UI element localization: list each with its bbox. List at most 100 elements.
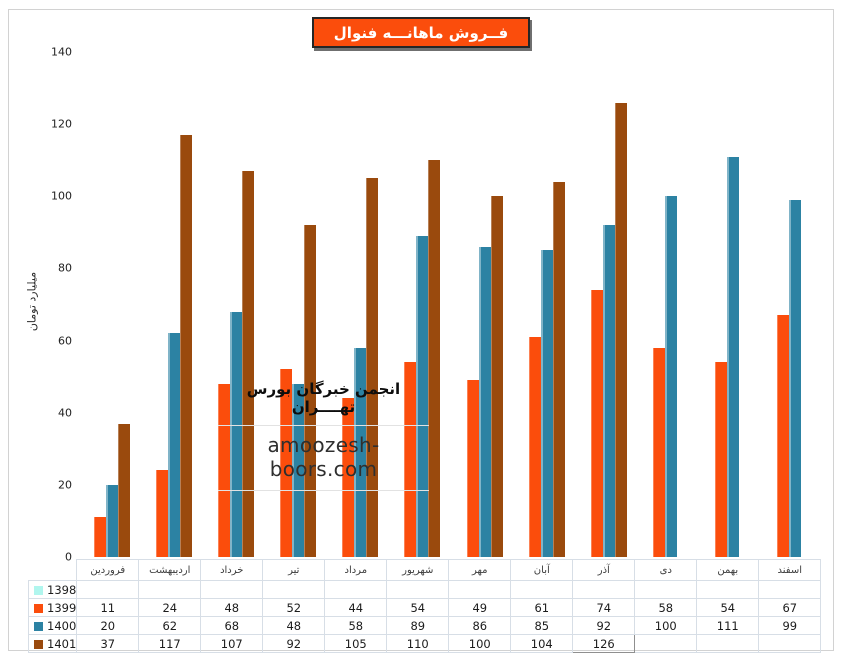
value-cell: 105 [324, 634, 388, 653]
y-tick-label: 140 [51, 45, 72, 59]
bar-1399-اردیبهشت [156, 470, 169, 557]
watermark-url: amoozesh-boors.com [218, 426, 429, 491]
value-cell: 117 [138, 634, 202, 653]
value-cell: 100 [634, 616, 698, 635]
value-cell: 20 [76, 616, 140, 635]
value-cell: 54 [696, 598, 760, 617]
legend-swatch-icon [34, 621, 43, 631]
value-cell [510, 580, 574, 599]
watermark: انجمن خبرگان بورس تهــــران amoozesh-boo… [218, 377, 429, 491]
month-header-cell: دی [634, 559, 698, 581]
value-cell [262, 580, 326, 599]
y-tick-label: 100 [51, 189, 72, 203]
value-cell: 86 [448, 616, 512, 635]
value-cell: 24 [138, 598, 202, 617]
legend-cell-1399: 1399 [27, 598, 78, 617]
bar-1399-آبان [528, 336, 541, 557]
bar-1400-آبان [540, 250, 553, 557]
month-header-cell: بهمن [696, 559, 760, 581]
bar-1401-مرداد [366, 178, 379, 557]
table-row-1399: 1399 11 24 48 52 44 54 49 61 74 58 54 67 [27, 598, 822, 617]
y-tick-label: 20 [58, 478, 72, 492]
data-table: فروردین اردیبهشت خرداد تیر مرداد شهریور مهر آبا… [27, 559, 822, 653]
bar-1401-شهریور [428, 160, 441, 557]
month-header-cell: اردیبهشت [138, 559, 202, 581]
value-cell: 48 [200, 598, 264, 617]
bar-1399-اسفند [776, 315, 789, 557]
value-cell: 111 [696, 616, 760, 635]
value-cell [448, 580, 512, 599]
bar-1400-آذر [602, 225, 615, 557]
bar-1401-فروردین [118, 423, 131, 557]
legend-cell-1398: 1398 [27, 580, 78, 599]
month-header-cell: تیر [262, 559, 326, 581]
bar-1401-خرداد [242, 171, 255, 557]
chart-title: فــروش ماهانـــه فنوال [333, 23, 509, 42]
bar-1400-بهمن [726, 156, 739, 557]
y-tick-label: 120 [51, 117, 72, 131]
bar-1399-بهمن [714, 362, 727, 557]
month-header-cell: فروردین [76, 559, 140, 581]
bar-1401-آذر [614, 102, 627, 557]
value-cell [76, 580, 140, 599]
value-cell [634, 634, 698, 653]
bar-1400-فروردین [106, 484, 119, 557]
month-header-cell: آذر [572, 559, 636, 581]
value-cell: 99 [758, 616, 822, 635]
bar-1399-فروردین [94, 517, 107, 557]
value-cell: 92 [572, 616, 636, 635]
value-cell: 58 [324, 616, 388, 635]
value-cell: 104 [510, 634, 574, 653]
chart-border [8, 9, 834, 651]
value-cell: 92 [262, 634, 326, 653]
chart-title-box: فــروش ماهانـــه فنوال [312, 17, 530, 48]
bar-1400-دی [664, 196, 677, 557]
month-header-cell: مرداد [324, 559, 388, 581]
value-cell: 85 [510, 616, 574, 635]
bar-1400-اسفند [788, 199, 801, 557]
value-cell: 11 [76, 598, 140, 617]
watermark-text: انجمن خبرگان بورس تهــــران [218, 377, 429, 426]
legend-swatch-icon [34, 639, 43, 649]
y-tick-label: 60 [58, 334, 72, 348]
value-cell: 52 [262, 598, 326, 617]
y-tick-label: 40 [58, 406, 72, 420]
bar-1401-مهر [490, 196, 503, 557]
table-corner-blank [29, 560, 77, 581]
bar-1401-اردیبهشت [180, 134, 193, 557]
value-cell: 62 [138, 616, 202, 635]
y-tick-label: 0 [65, 550, 72, 564]
y-tick-label: 80 [58, 261, 72, 275]
value-cell [696, 634, 760, 653]
value-cell: 37 [76, 634, 140, 653]
legend-cell-1400: 1400 [27, 616, 78, 635]
bar-1400-اردیبهشت [168, 333, 181, 557]
table-row-1401: 1401 37 117 107 92 105 110 100 104 126 [27, 634, 822, 653]
value-cell [758, 580, 822, 599]
month-header-cell: خرداد [200, 559, 264, 581]
value-cell: 54 [386, 598, 450, 617]
value-cell: 107 [200, 634, 264, 653]
value-cell: 89 [386, 616, 450, 635]
value-cell [324, 580, 388, 599]
value-cell: 126 [572, 634, 636, 653]
bar-1399-آذر [590, 290, 603, 557]
value-cell: 58 [634, 598, 698, 617]
value-cell: 61 [510, 598, 574, 617]
value-cell: 100 [448, 634, 512, 653]
value-cell: 110 [386, 634, 450, 653]
value-cell: 67 [758, 598, 822, 617]
bar-1399-مهر [466, 380, 479, 557]
value-cell: 48 [262, 616, 326, 635]
value-cell [200, 580, 264, 599]
value-cell: 68 [200, 616, 264, 635]
month-header-cell: اسفند [758, 559, 822, 581]
legend-swatch-icon [34, 585, 43, 595]
bar-1399-دی [652, 347, 665, 557]
month-header-cell: مهر [448, 559, 512, 581]
value-cell: 74 [572, 598, 636, 617]
bar-1401-آبان [552, 181, 565, 557]
value-cell [138, 580, 202, 599]
table-row-1398: 1398 [27, 580, 822, 599]
